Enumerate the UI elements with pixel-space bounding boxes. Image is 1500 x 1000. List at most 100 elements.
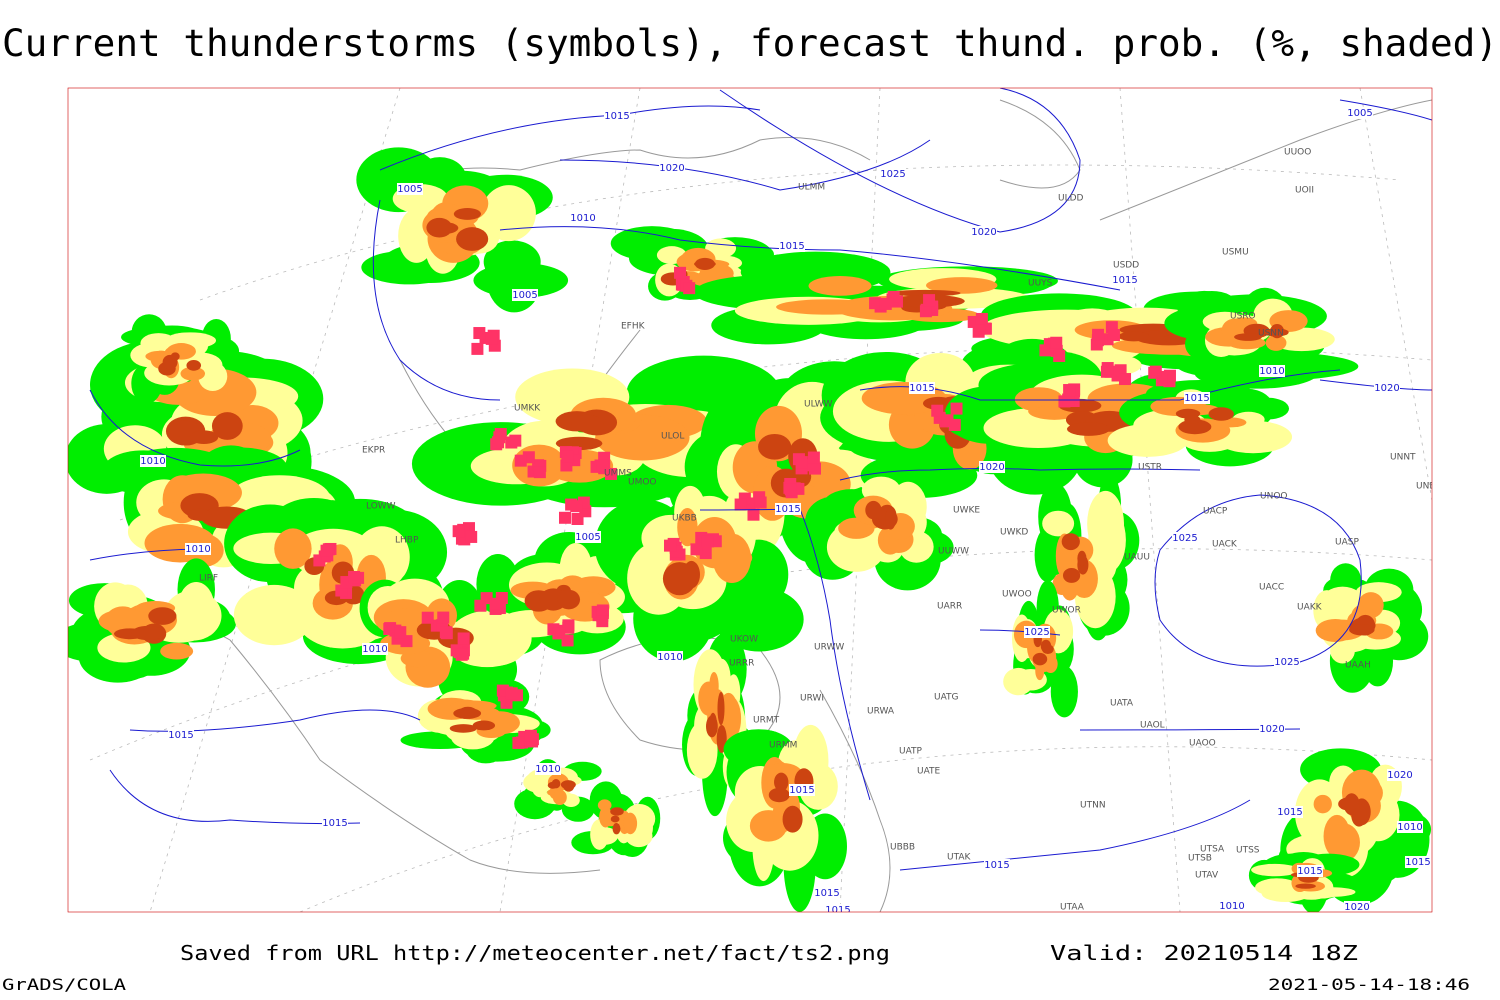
isobar-label: 1015 <box>604 111 629 122</box>
storm-symbol <box>596 615 609 628</box>
storm-symbol <box>562 621 575 634</box>
storm-symbol <box>699 547 712 560</box>
storm-symbol <box>879 297 892 310</box>
station-label: UASP <box>1335 538 1359 548</box>
isobar-label-bg <box>775 503 801 515</box>
storm-symbol <box>734 498 747 511</box>
shade-blob <box>1184 415 1201 424</box>
shade-blob <box>1077 550 1087 567</box>
storm-symbol <box>690 543 703 556</box>
storm-symbol <box>492 436 505 449</box>
isobar-label-bg <box>322 817 348 829</box>
station-label: UNNT <box>1390 453 1416 463</box>
station-label: UMOO <box>628 478 657 488</box>
isobar-label-bg <box>1344 901 1370 912</box>
storm-symbol <box>1050 336 1063 349</box>
station-label: URMT <box>753 716 780 726</box>
station-label: ULWW <box>804 400 833 410</box>
storm-symbol <box>795 456 808 469</box>
station-label: UAAH <box>1345 661 1371 671</box>
shade-blob <box>98 609 152 633</box>
station-label: USDD <box>1113 261 1139 271</box>
shade-blob <box>610 807 624 816</box>
storm-symbol <box>869 297 882 310</box>
shade-blob <box>1032 652 1048 666</box>
isobar-label-bg <box>979 461 1005 473</box>
isobar-label-bg <box>512 289 538 301</box>
shade-blob <box>178 581 215 631</box>
station-label: UUOO <box>1284 148 1311 158</box>
source-url: Saved from URL http://meteocenter.net/fa… <box>180 941 890 965</box>
station-label: URMM <box>769 741 797 751</box>
station-label: UBBB <box>890 843 915 853</box>
shade-blob <box>186 360 202 371</box>
station-label: UAUU <box>1124 553 1150 563</box>
shade-blob <box>449 724 477 733</box>
shade-blob <box>599 806 613 828</box>
storm-symbol <box>455 648 468 661</box>
storm-symbol <box>485 332 498 345</box>
storm-symbol <box>1053 349 1066 362</box>
isobar-label: 1015 <box>984 860 1009 871</box>
thunderstorm-symbols <box>313 266 1176 749</box>
storm-symbol <box>465 530 478 543</box>
isobar-label-bg <box>1297 865 1323 877</box>
station-label: UACP <box>1203 507 1228 517</box>
isobar-label: 1015 <box>1112 275 1137 286</box>
storm-symbol <box>1063 384 1076 397</box>
shade-blob <box>1066 422 1110 436</box>
isobars <box>89 88 1432 871</box>
shade-blob <box>547 781 558 789</box>
shade-blob <box>180 366 206 381</box>
station-label: USMU <box>1222 248 1249 258</box>
station-label: USRO <box>1230 312 1256 322</box>
isobar-label: 1020 <box>1344 902 1369 913</box>
storm-symbol <box>571 512 584 525</box>
shade-blob <box>610 815 620 823</box>
shade-blob <box>808 275 872 296</box>
storm-symbol <box>514 454 527 467</box>
station-label: UMKK <box>514 404 541 414</box>
station-label: UWKE <box>953 506 980 516</box>
shade-blob <box>571 414 604 433</box>
station-label: LIRF <box>199 574 218 584</box>
station-label: UMMS <box>604 469 632 479</box>
station-label: USTR <box>1138 463 1162 473</box>
isobar-label-bg <box>1259 723 1285 735</box>
shade-blob <box>1035 661 1045 681</box>
station-label: URWW <box>814 643 844 653</box>
isobar-label: 1010 <box>1397 822 1422 833</box>
storm-symbol <box>383 623 396 636</box>
storm-symbol <box>471 342 484 355</box>
isobar-label-bg <box>1112 274 1138 286</box>
storm-symbol <box>950 402 963 415</box>
isobar-label: 1015 <box>789 785 814 796</box>
isobar-label: 1010 <box>1219 901 1244 912</box>
map-title: Current thunderstorms (symbols), forecas… <box>2 22 1498 65</box>
isobar-label: 1005 <box>397 184 422 195</box>
isobar-label: 1015 <box>775 504 800 515</box>
station-label: ULOL <box>661 432 684 442</box>
shade-blob <box>1317 594 1352 628</box>
station-label: URWI <box>800 694 824 704</box>
isobar-label: 1015 <box>168 730 193 741</box>
storm-symbol <box>500 696 513 709</box>
station-label: UWOO <box>1002 590 1032 600</box>
shade-blob <box>1040 639 1052 653</box>
storm-symbol <box>1119 373 1132 386</box>
station-label: UUYS <box>1028 279 1053 289</box>
isobar-label-bg <box>1374 382 1400 394</box>
isobar-label-bg <box>909 382 935 394</box>
isobar-label: 1015 <box>322 818 347 829</box>
timestamp: 2021-05-14-18:46 <box>1268 975 1470 994</box>
shade-blob <box>1178 419 1212 435</box>
shade-blob <box>167 420 201 437</box>
storm-symbol <box>683 282 696 295</box>
station-label: UATP <box>899 747 923 757</box>
isobar-label: 1010 <box>362 644 387 655</box>
shade-blob <box>472 720 496 731</box>
isobar-label: 1015 <box>1297 866 1322 877</box>
isobar-label-bg <box>397 183 423 195</box>
storm-symbol <box>948 418 961 431</box>
